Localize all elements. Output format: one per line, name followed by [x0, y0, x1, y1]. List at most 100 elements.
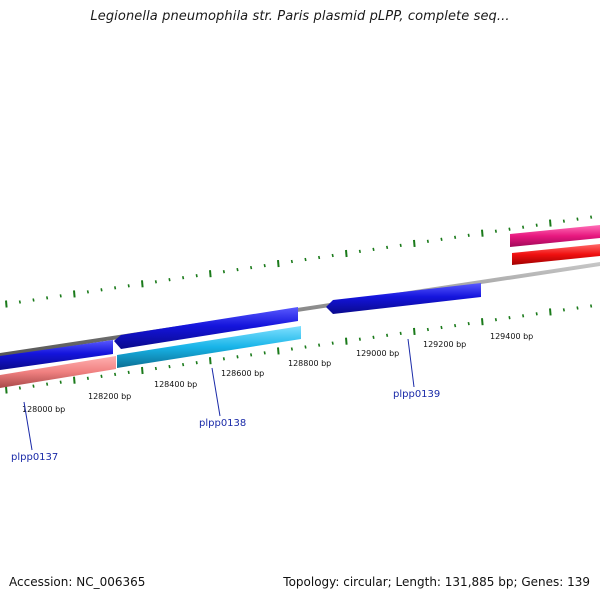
minor-tick	[304, 345, 307, 349]
minor-tick	[508, 227, 511, 231]
minor-tick	[127, 284, 130, 288]
minor-tick	[440, 325, 443, 330]
minor-tick	[304, 257, 307, 262]
minor-tick	[100, 288, 103, 292]
minor-tick	[331, 341, 334, 345]
minor-tick	[46, 296, 49, 300]
callout-line-plpp0138	[211, 367, 221, 417]
minor-tick	[318, 255, 321, 260]
gene-label-plpp0139[interactable]: plpp0139	[393, 389, 440, 400]
minor-tick	[522, 314, 525, 318]
scale-label-128000: 128000 bp	[22, 405, 65, 414]
major-tick	[73, 290, 76, 298]
minor-tick	[154, 280, 157, 284]
major-tick	[481, 229, 484, 237]
outer-tick-marks	[5, 215, 593, 308]
minor-tick	[331, 253, 334, 258]
topology-summary-text: Topology: circular; Length: 131,885 bp; …	[283, 575, 590, 589]
gene-label-plpp0137[interactable]: plpp0137	[11, 452, 58, 463]
gene-plpp0139-forward-arrow[interactable]	[326, 283, 481, 314]
major-tick	[413, 327, 416, 335]
major-tick	[141, 280, 144, 288]
minor-tick	[318, 343, 321, 347]
minor-tick	[494, 229, 497, 233]
minor-tick	[18, 386, 21, 390]
minor-tick	[154, 366, 157, 371]
minor-tick	[576, 306, 579, 310]
minor-tick	[290, 259, 293, 264]
minor-tick	[168, 364, 171, 369]
major-tick	[277, 347, 280, 355]
minor-tick	[32, 384, 35, 388]
minor-tick	[454, 235, 457, 239]
major-tick	[481, 318, 484, 326]
minor-tick	[494, 318, 497, 322]
minor-tick	[168, 278, 171, 282]
minor-tick	[590, 215, 593, 219]
minor-tick	[535, 223, 538, 227]
major-tick	[345, 337, 348, 345]
minor-tick	[399, 331, 402, 336]
gene-reverse-salmon[interactable]	[0, 356, 116, 388]
gene-red-feature[interactable]	[512, 244, 600, 265]
minor-tick	[576, 217, 579, 221]
gene-reverse-cyan[interactable]	[117, 326, 301, 368]
minor-tick	[46, 382, 49, 386]
minor-tick	[467, 233, 470, 237]
scale-label-128200: 128200 bp	[88, 392, 131, 401]
major-tick	[413, 239, 416, 247]
minor-tick	[562, 219, 565, 223]
scale-label-129400: 129400 bp	[490, 332, 533, 341]
map-title: Legionella pneumophila str. Paris plasmi…	[90, 9, 510, 24]
minor-tick	[59, 380, 62, 384]
minor-tick	[440, 237, 443, 241]
scale-label-129200: 129200 bp	[423, 340, 466, 349]
minor-tick	[426, 327, 429, 332]
minor-tick	[127, 370, 130, 375]
minor-tick	[32, 298, 35, 302]
minor-tick	[358, 337, 361, 341]
inner-tick-marks	[5, 304, 593, 394]
minor-tick	[222, 357, 225, 361]
minor-tick	[263, 263, 266, 268]
callout-line-plpp0137	[23, 401, 33, 451]
minor-tick	[18, 300, 21, 304]
major-tick	[345, 249, 348, 258]
minor-tick	[182, 362, 185, 367]
minor-tick	[114, 286, 117, 290]
minor-tick	[86, 376, 89, 380]
major-tick	[209, 270, 212, 278]
major-tick	[5, 300, 8, 308]
minor-tick	[100, 374, 103, 378]
minor-tick	[454, 323, 457, 328]
gene-pink-feature[interactable]	[510, 225, 600, 247]
minor-tick	[182, 276, 185, 280]
minor-tick	[399, 243, 402, 248]
accession-text: Accession: NC_006365	[9, 575, 146, 589]
gene-plpp0138-forward-arrow[interactable]	[114, 307, 298, 349]
major-tick	[277, 260, 280, 268]
minor-tick	[590, 304, 593, 308]
scale-label-128800: 128800 bp	[288, 359, 331, 368]
major-tick	[549, 308, 552, 316]
gene-plpp0137-forward-arrow[interactable]	[0, 340, 113, 370]
scale-label-128400: 128400 bp	[154, 380, 197, 389]
minor-tick	[114, 372, 117, 377]
major-tick	[209, 357, 212, 365]
callout-line-plpp0139	[407, 338, 415, 388]
minor-tick	[236, 267, 239, 272]
minor-tick	[195, 361, 198, 365]
minor-tick	[522, 225, 525, 229]
minor-tick	[562, 308, 565, 312]
major-tick	[141, 366, 144, 375]
gene-label-plpp0138[interactable]: plpp0138	[199, 418, 246, 429]
scale-label-129000: 129000 bp	[356, 349, 399, 358]
minor-tick	[535, 312, 538, 316]
plasmid-backbone	[0, 262, 600, 357]
major-tick	[5, 386, 8, 394]
minor-tick	[59, 294, 62, 298]
minor-tick	[236, 355, 239, 359]
minor-tick	[386, 333, 389, 337]
minor-tick	[426, 239, 429, 243]
